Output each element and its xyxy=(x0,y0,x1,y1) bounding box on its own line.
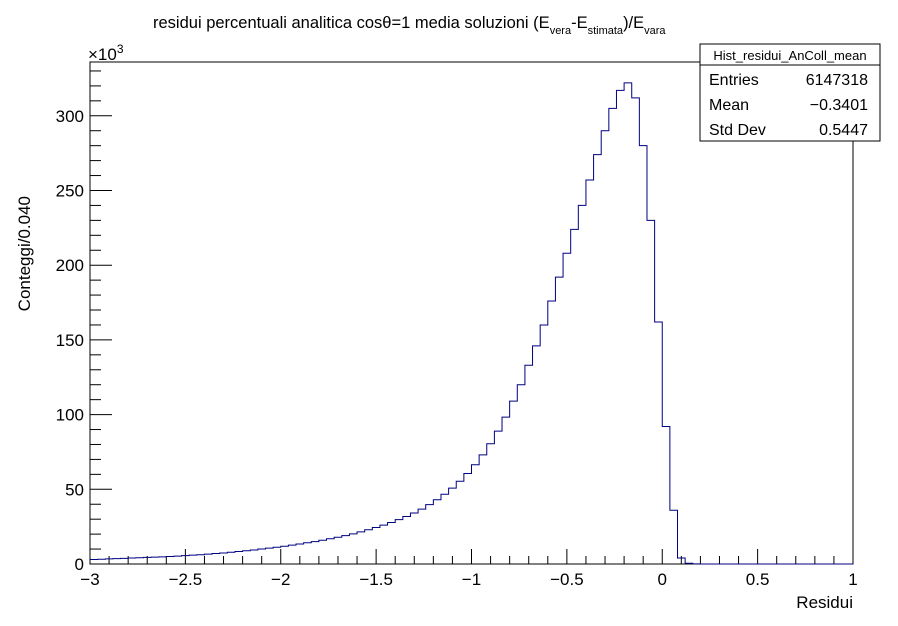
stats-box: Hist_residui_AnColl_mean Entries 6147318… xyxy=(699,43,881,142)
title-sub-vara: vara xyxy=(644,25,666,37)
title-slash: )/E xyxy=(623,14,644,32)
x-axis: −3 −2.5 −2 −1.5 −1 −0.5 0 0.5 1 xyxy=(80,549,858,589)
stats-label-mean: Mean xyxy=(709,97,749,114)
x-tick-label: −1 xyxy=(462,570,481,589)
y-tick-label: 250 xyxy=(56,181,84,200)
stats-value-mean: −0.3401 xyxy=(810,97,868,114)
y-axis: 0 50 100 150 200 250 300 xyxy=(56,70,112,574)
x-tick-label: −0.5 xyxy=(550,570,584,589)
y-multiplier: ×103 xyxy=(88,42,124,64)
y-tick-label: 150 xyxy=(56,331,84,350)
x-axis-label: Residui xyxy=(796,593,853,612)
y-tick-label: 0 xyxy=(75,555,84,574)
x-tick-label: −3 xyxy=(80,570,99,589)
x-tick-label: 0.5 xyxy=(746,570,770,589)
x-tick-label: −2 xyxy=(271,570,290,589)
y-tick-label: 300 xyxy=(56,107,84,126)
stats-value-entries: 6147318 xyxy=(806,72,868,89)
title-sub-vera: vera xyxy=(550,25,572,37)
y-tick-label: 100 xyxy=(56,406,84,425)
stats-label-stddev: Std Dev xyxy=(709,122,766,139)
x-tick-label: 1 xyxy=(848,570,857,589)
histogram-line xyxy=(90,82,853,565)
title-dash: -E xyxy=(571,14,588,32)
y-axis-label: Conteggi/0.040 xyxy=(15,196,34,311)
title-sub-stimata: stimata xyxy=(588,25,624,37)
title-main: residui percentuali analitica cosθ=1 med… xyxy=(153,14,550,32)
x-tick-label: 0 xyxy=(658,570,667,589)
x-tick-label: −1.5 xyxy=(359,570,393,589)
stats-label-entries: Entries xyxy=(709,72,759,89)
x-tick-label: −2.5 xyxy=(169,570,203,589)
y-tick-label: 200 xyxy=(56,256,84,275)
stats-value-stddev: 0.5447 xyxy=(819,122,868,139)
stats-name: Hist_residui_AnColl_mean xyxy=(713,48,866,63)
chart-title: residui percentuali analitica cosθ=1 med… xyxy=(153,14,666,37)
y-tick-label: 50 xyxy=(65,480,84,499)
